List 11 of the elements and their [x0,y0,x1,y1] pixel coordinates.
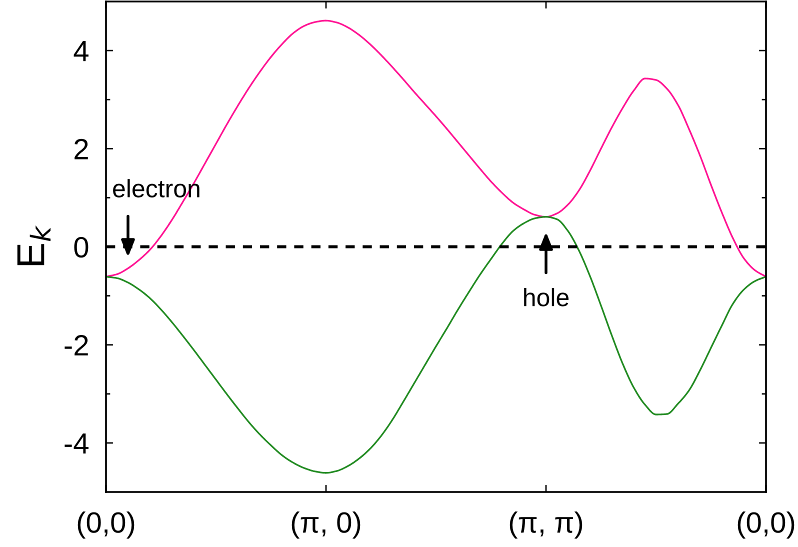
x-tick-label: (0,0) [78,511,134,539]
x-tick-label: (π, 0) [292,511,360,539]
y-axis-title: E$_{k}$ [17,225,51,266]
y-tick-label: 0 [74,236,88,258]
annotation: hole [524,288,569,306]
y-tick-label: -4 [64,433,88,454]
y-tick-label: 2 [74,138,88,160]
y-tick-label: 4 [74,41,88,62]
x-tick-label: (0,0) [738,511,794,539]
x-tick-label: (π, π) [510,511,582,539]
y-tick-label: -2 [64,335,88,356]
